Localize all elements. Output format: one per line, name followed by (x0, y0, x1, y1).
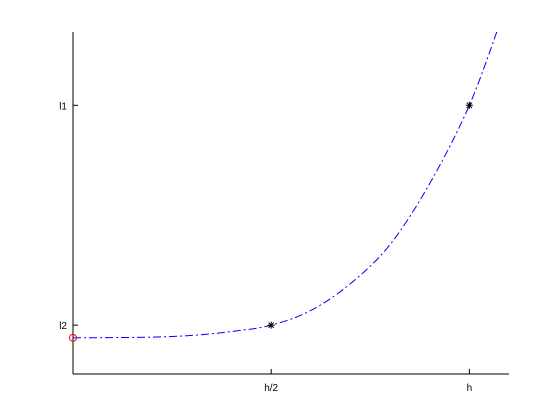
data-point-asterisk (465, 101, 473, 109)
x-tick-label: h (467, 383, 473, 394)
series-line (73, 32, 498, 339)
y-tick-label: l2 (59, 321, 67, 332)
y-tick-label: l1 (59, 101, 67, 112)
marker-layer (69, 101, 473, 342)
series-layer (73, 32, 498, 339)
axes (72, 32, 509, 375)
data-point-asterisk (267, 321, 275, 329)
data-point-circle (69, 333, 77, 342)
tick-layer: h/2 h l2 l1 (59, 101, 472, 394)
x-tick-label: h/2 (264, 383, 278, 394)
